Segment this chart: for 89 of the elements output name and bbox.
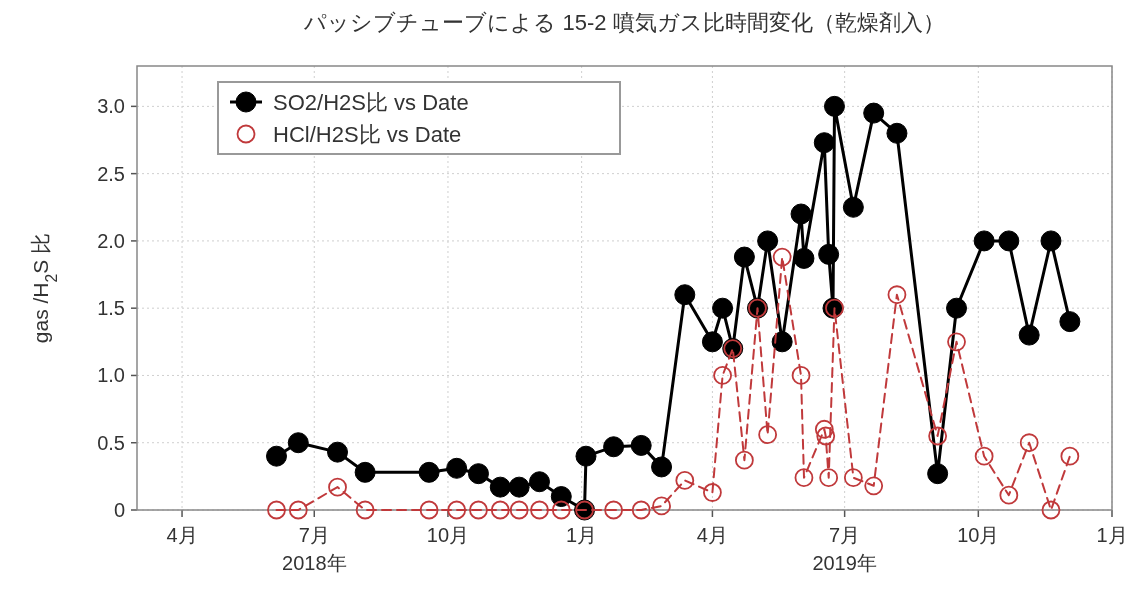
x-tick-label: 1月 xyxy=(566,524,598,546)
point xyxy=(467,463,489,485)
y-tick-label: 1.5 xyxy=(97,297,125,320)
point xyxy=(790,203,812,225)
point xyxy=(703,483,722,502)
point xyxy=(446,457,468,479)
point xyxy=(327,441,349,463)
point xyxy=(974,446,994,466)
point xyxy=(419,500,439,520)
point xyxy=(418,461,440,483)
point xyxy=(701,331,723,353)
point xyxy=(355,500,375,520)
point xyxy=(530,500,549,520)
y-tick-label: 1.0 xyxy=(97,364,125,387)
point xyxy=(772,247,792,267)
point xyxy=(712,297,734,319)
point xyxy=(864,476,884,496)
point xyxy=(814,419,834,439)
point xyxy=(998,230,1020,252)
point xyxy=(928,426,948,446)
x-tick-label: 7月 2018年 xyxy=(282,524,347,574)
point xyxy=(652,496,671,516)
point xyxy=(490,500,510,520)
point xyxy=(675,471,695,490)
y-tick-label: 0 xyxy=(113,499,125,521)
point xyxy=(265,445,287,467)
point xyxy=(734,450,754,470)
point xyxy=(843,468,863,488)
x-tick-label: 4月 xyxy=(696,524,728,546)
point xyxy=(1019,433,1039,453)
point xyxy=(674,284,696,306)
point xyxy=(819,468,839,488)
x-tick-label: 10月 xyxy=(426,524,470,546)
point xyxy=(447,500,467,520)
point xyxy=(1059,311,1081,333)
point xyxy=(813,132,835,154)
point xyxy=(551,500,571,520)
point xyxy=(575,445,597,467)
point xyxy=(651,456,673,478)
point xyxy=(1041,500,1061,520)
point xyxy=(946,297,968,319)
y-tick-label: 2.0 xyxy=(97,229,125,252)
point xyxy=(999,485,1019,505)
point xyxy=(973,230,995,252)
legend-label: SO2/H2S比 vs Date xyxy=(273,90,469,115)
point xyxy=(791,366,811,385)
point xyxy=(550,486,572,508)
point xyxy=(489,476,511,498)
point xyxy=(603,436,625,458)
point xyxy=(1040,230,1062,252)
point xyxy=(508,476,530,498)
y-tick-label: 2.5 xyxy=(97,162,125,185)
point xyxy=(816,426,836,446)
point xyxy=(631,500,651,520)
point xyxy=(733,246,755,268)
point xyxy=(267,500,286,520)
x-tick-label: 7月 2019年 xyxy=(812,524,877,574)
x-tick-label: 10月 xyxy=(957,524,1000,546)
point xyxy=(771,331,793,353)
point xyxy=(604,500,623,520)
point xyxy=(328,477,347,497)
point xyxy=(818,243,840,265)
y-tick-label: 0.5 xyxy=(97,431,125,454)
point xyxy=(947,332,966,352)
point xyxy=(863,102,885,124)
point xyxy=(927,463,949,485)
point xyxy=(793,247,815,269)
point xyxy=(1060,446,1080,466)
point xyxy=(469,500,488,520)
point xyxy=(713,366,732,385)
point xyxy=(757,230,779,252)
x-tick-label: 1月 xyxy=(1096,524,1128,546)
point xyxy=(354,461,376,483)
point xyxy=(1018,324,1040,346)
point xyxy=(842,196,864,218)
point xyxy=(529,471,550,493)
point xyxy=(887,285,907,305)
point xyxy=(630,434,652,456)
point xyxy=(287,432,309,454)
chart-title: パッシブチューブによる 15-2 噴気ガス比時間変化（乾燥剤入） xyxy=(303,10,945,35)
point xyxy=(886,122,908,144)
point xyxy=(823,95,845,117)
y-tick-label: 3.0 xyxy=(97,95,125,118)
point xyxy=(794,468,814,488)
point xyxy=(758,425,778,445)
point xyxy=(509,500,529,520)
point xyxy=(288,500,308,520)
legend-label: HCl/H2S比 vs Date xyxy=(273,122,462,147)
x-tick-label: 4月 xyxy=(166,524,198,546)
